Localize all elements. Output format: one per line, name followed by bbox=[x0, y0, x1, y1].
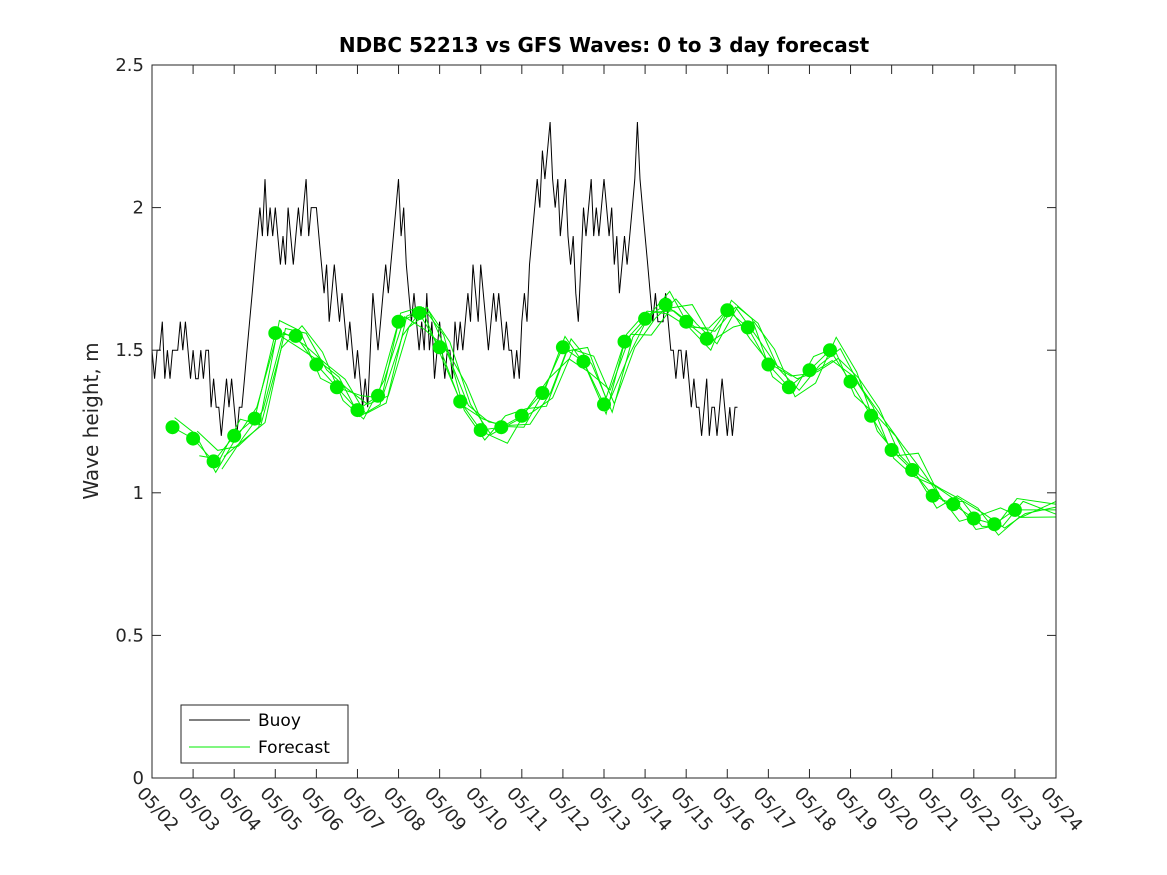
forecast-marker bbox=[761, 357, 776, 372]
y-axis: 0 0.5 1 1.5 2 2.5 bbox=[115, 55, 1056, 789]
forecast-marker bbox=[617, 334, 632, 349]
forecast-marker bbox=[905, 463, 920, 477]
forecast-marker bbox=[802, 363, 817, 378]
forecast-marker bbox=[679, 314, 694, 329]
forecast-marker bbox=[658, 297, 673, 312]
legend-box bbox=[180, 704, 349, 764]
legend-forecast-label: Forecast bbox=[258, 738, 330, 758]
y-tick-label: 1.5 bbox=[115, 340, 144, 361]
y-axis-label: Wave height, m bbox=[79, 342, 103, 499]
forecast-marker bbox=[206, 454, 221, 469]
forecast-marker bbox=[329, 380, 344, 395]
forecast-line bbox=[223, 298, 1057, 529]
forecast-marker bbox=[432, 340, 447, 355]
forecast-marker bbox=[412, 306, 427, 321]
forecast-marker bbox=[247, 411, 262, 426]
forecast-marker bbox=[864, 408, 879, 423]
forecast-marker bbox=[781, 380, 796, 395]
forecast-marker bbox=[699, 331, 714, 346]
buoy-line bbox=[151, 121, 738, 436]
forecast-marker bbox=[884, 443, 899, 457]
forecast-marker bbox=[514, 408, 529, 423]
y-tick-label: 0.5 bbox=[115, 625, 144, 646]
forecast-marker bbox=[720, 303, 735, 318]
forecast-marker bbox=[473, 423, 488, 438]
forecast-marker bbox=[186, 431, 201, 446]
forecast-markers bbox=[165, 297, 1022, 532]
forecast-marker bbox=[966, 511, 981, 526]
forecast-marker bbox=[576, 354, 591, 369]
forecast-marker bbox=[843, 374, 858, 389]
forecast-marker bbox=[638, 311, 653, 326]
forecast-marker bbox=[371, 388, 385, 403]
forecast-marker bbox=[453, 394, 468, 409]
forecast-marker bbox=[1007, 502, 1022, 517]
y-tick-label: 0 bbox=[133, 768, 144, 789]
forecast-marker bbox=[494, 420, 509, 435]
forecast-marker bbox=[987, 517, 1002, 532]
forecast-marker bbox=[597, 397, 611, 412]
forecast-marker bbox=[925, 488, 940, 503]
forecast-marker bbox=[391, 314, 406, 329]
forecast-marker bbox=[555, 340, 570, 355]
forecast-marker bbox=[165, 420, 180, 435]
y-tick-label: 2.5 bbox=[115, 55, 144, 76]
forecast-marker bbox=[823, 343, 837, 358]
forecast-line bbox=[221, 306, 1057, 527]
forecast-marker bbox=[350, 403, 365, 418]
forecast-marker bbox=[535, 386, 550, 400]
y-tick-label: 2 bbox=[133, 198, 144, 219]
chart-title: NDBC 52213 vs GFS Waves: 0 to 3 day fore… bbox=[339, 33, 870, 57]
forecast-marker bbox=[288, 328, 303, 343]
forecast-marker bbox=[268, 326, 283, 341]
forecast-marker bbox=[740, 320, 755, 335]
y-tick-label: 1 bbox=[133, 483, 144, 504]
forecast-marker bbox=[309, 357, 324, 372]
legend: Buoy Forecast bbox=[180, 704, 349, 764]
forecast-marker bbox=[227, 428, 242, 443]
legend-buoy-label: Buoy bbox=[258, 711, 301, 731]
forecast-marker bbox=[946, 497, 961, 512]
